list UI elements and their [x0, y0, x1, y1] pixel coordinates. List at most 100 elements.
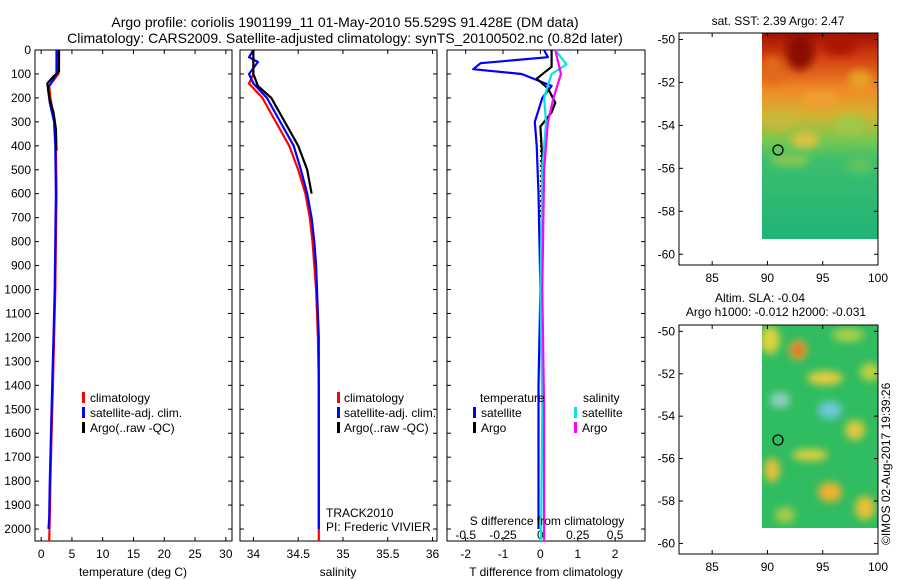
map-xtick-label: 100 [868, 271, 888, 285]
map-ytick-label: -58 [658, 204, 676, 218]
depth-tick-label: 400 [11, 139, 31, 153]
legend-swatch-climatology [337, 392, 340, 403]
temperature-legend: climatology satellite-adj. clim. Argo(..… [82, 391, 182, 435]
temperature-xtick-label: 25 [188, 547, 202, 561]
salinity-diff-tick-label: -0.5 [455, 528, 476, 542]
map-ytick-label: -52 [658, 75, 676, 89]
legend-label-s-argo: Argo [582, 421, 608, 435]
sla-heatmap [762, 325, 878, 528]
salinity-series-line [247, 50, 320, 541]
salinity-diff-tick-label: 0.25 [566, 528, 590, 542]
salinity-legend: climatology satellite-adj. clim. Argo(..… [337, 391, 436, 435]
temperature-xtick-label: 10 [96, 547, 110, 561]
figure-title-line1: Argo profile: coriolis 1901199_11 01-May… [111, 14, 578, 30]
map-ytick-label: -54 [658, 118, 676, 132]
depth-tick-label: 300 [11, 115, 31, 129]
map-xtick-label: 85 [705, 271, 719, 285]
map-ytick-label: -54 [658, 409, 676, 423]
sst-argo-location-marker [772, 144, 784, 156]
legend-label-argo: Argo(..raw -QC) [344, 421, 429, 435]
difference-series-line [539, 49, 568, 542]
salinity-xtick-label: 34.5 [287, 547, 311, 561]
figure-title-line2: Climatology: CARS2009. Satellite-adjuste… [67, 30, 623, 46]
difference-xtick-label: -1 [498, 547, 509, 561]
map-ytick-label: -60 [658, 247, 676, 261]
depth-tick-label: 1900 [4, 498, 31, 512]
sst-map: 85 90 95 100 -50 -52 -54 -56 -58 -60 [658, 32, 889, 285]
sla-map-axes: 85 90 95 100 -50 -52 -54 -56 -58 -60 [658, 324, 889, 574]
map-xtick-label: 90 [761, 271, 775, 285]
depth-tick-label: 1600 [4, 426, 31, 440]
difference-xtick-label: 2 [612, 547, 619, 561]
salinity-plot-frame [239, 49, 438, 542]
map-xtick-label: 95 [816, 560, 830, 574]
map-xtick-label: 85 [705, 560, 719, 574]
legend-swatch-s-satellite [574, 407, 577, 418]
legend-label-climatology: climatology [90, 391, 150, 405]
difference-xtick-label: 0 [537, 547, 544, 561]
sla-texture [762, 326, 878, 523]
legend-swatch-s-argo [574, 422, 577, 433]
sla-map-title-line2: Argo h1000: -0.012 h2000: -0.031 [686, 305, 866, 319]
difference-xtick-label: -2 [460, 547, 471, 561]
depth-tick-label: 1300 [4, 354, 31, 368]
depth-tick-label: 1800 [4, 474, 31, 488]
difference-xlabel: T difference from climatology [469, 565, 623, 579]
sst-heatmap [762, 33, 878, 239]
map-xtick-label: 100 [868, 560, 888, 574]
legend-label-satellite: satellite-adj. clim. [344, 406, 436, 420]
salinity-diff-tick-label: 0.5 [607, 528, 624, 542]
difference-legend: temperature salinity satellite Argo sate… [473, 391, 623, 435]
map-ytick-label: -50 [658, 324, 676, 338]
legend-swatch-argo [82, 422, 85, 433]
map-xtick-label: 90 [761, 560, 775, 574]
sla-map: 85 90 95 100 -50 -52 -54 -56 -58 -60 [658, 324, 889, 574]
salinity-xtick-label: 36 [426, 547, 440, 561]
depth-tick-label: 1400 [4, 378, 31, 392]
difference-series-line [541, 49, 563, 541]
sla-map-title-line1: Altim. SLA: -0.04 [715, 291, 805, 305]
depth-tick-label: 500 [11, 163, 31, 177]
temperature-series-line [46, 50, 61, 151]
track-label: TRACK2010 [326, 506, 394, 520]
difference-plot: -2 -1 0 1 2-0.5 -0.25 0 0.25 0.5 [447, 49, 645, 561]
depth-tick-label: 1200 [4, 330, 31, 344]
legend-label-t-satellite: satellite [481, 406, 522, 420]
legend-label-argo: Argo(..raw -QC) [90, 421, 175, 435]
pi-label: PI: Frederic VIVIER [326, 520, 431, 534]
legend-swatch-satellite [82, 407, 85, 418]
legend-swatch-satellite [337, 407, 340, 418]
difference-series-line [535, 50, 557, 218]
depth-tick-label: 600 [11, 187, 31, 201]
depth-tick-label: 1500 [4, 402, 31, 416]
sst-map-axes: 85 90 95 100 -50 -52 -54 -56 -58 -60 [658, 32, 889, 285]
legend-header-temperature: temperature [480, 391, 545, 405]
copyright-timestamp: ©IMOS 02-Aug-2017 19:39:26 [879, 382, 893, 545]
temperature-xlabel: temperature (deg C) [79, 565, 187, 579]
map-ytick-label: -56 [658, 161, 676, 175]
depth-tick-label: 2000 [4, 522, 31, 536]
depth-tick-label: 800 [11, 235, 31, 249]
legend-header-salinity: salinity [583, 391, 620, 405]
map-ytick-label: -56 [658, 452, 676, 466]
depth-tick-label: 900 [11, 259, 31, 273]
difference-xtick-label: 1 [574, 547, 581, 561]
legend-label-s-satellite: satellite [582, 406, 623, 420]
sst-map-title: sat. SST: 2.39 Argo: 2.47 [712, 14, 845, 28]
salinity-xtick-label: 35 [336, 547, 350, 561]
sla-map-frame [678, 324, 879, 555]
temperature-xtick-label: 30 [219, 547, 233, 561]
legend-swatch-climatology [82, 392, 85, 403]
map-ytick-label: -58 [658, 494, 676, 508]
salinity-xtick-label: 34 [247, 547, 261, 561]
map-ytick-label: -52 [658, 367, 676, 381]
salinity-xlabel: salinity [320, 565, 357, 579]
legend-swatch-t-satellite [473, 407, 476, 418]
temperature-xtick-label: 0 [38, 547, 45, 561]
legend-label-t-argo: Argo [481, 421, 507, 435]
depth-tick-label: 100 [11, 67, 31, 81]
depth-tick-label: 1700 [4, 450, 31, 464]
temperature-xtick-label: 5 [69, 547, 76, 561]
sla-argo-location-marker [772, 434, 784, 446]
